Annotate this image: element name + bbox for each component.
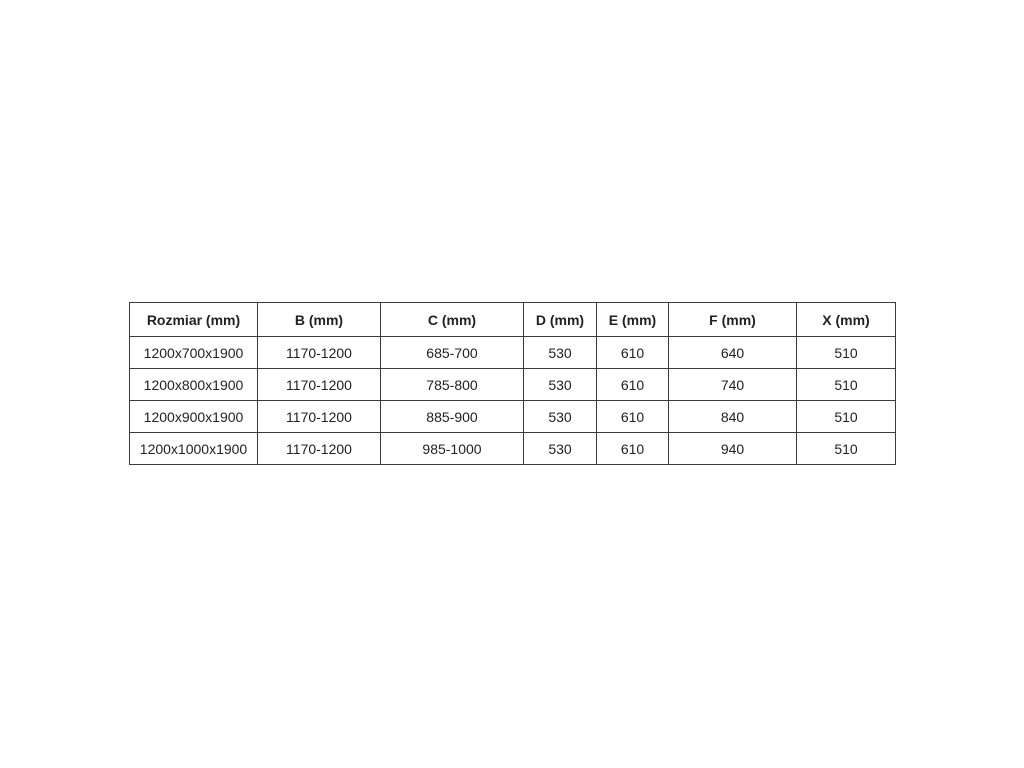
table-cell: 1170-1200 [257,368,381,401]
table-cell: 530 [523,336,597,369]
dimensions-table: Rozmiar (mm) B (mm) C (mm) D (mm) E (mm) F (m… [129,302,896,465]
column-header: C (mm) [380,302,524,337]
table-cell: 1170-1200 [257,400,381,433]
table-cell: 530 [523,400,597,433]
table-row: 1200x1000x1900 1170-1200 985-1000 530 610 940… [129,432,896,465]
table-cell: 1170-1200 [257,336,381,369]
table-cell: 1200x700x1900 [129,336,258,369]
column-header: E (mm) [596,302,669,337]
table-cell: 785-800 [380,368,524,401]
table-cell: 530 [523,368,597,401]
column-header: X (mm) [796,302,896,337]
table-cell: 640 [668,336,797,369]
column-header: B (mm) [257,302,381,337]
header-row: Rozmiar (mm) B (mm) C (mm) D (mm) E (mm) F (m… [129,302,896,337]
table-cell: 1200x900x1900 [129,400,258,433]
column-header: Rozmiar (mm) [129,302,258,337]
table-cell: 610 [596,400,669,433]
table-cell: 1170-1200 [257,432,381,465]
table-cell: 510 [796,432,896,465]
column-header: D (mm) [523,302,597,337]
table-cell: 885-900 [380,400,524,433]
table-cell: 610 [596,368,669,401]
table-cell: 530 [523,432,597,465]
table-cell: 840 [668,400,797,433]
table-cell: 510 [796,400,896,433]
table-cell: 610 [596,432,669,465]
table-cell: 685-700 [380,336,524,369]
table-cell: 510 [796,336,896,369]
table-cell: 1200x1000x1900 [129,432,258,465]
column-header: F (mm) [668,302,797,337]
table-cell: 985-1000 [380,432,524,465]
table-cell: 940 [668,432,797,465]
table-row: 1200x700x1900 1170-1200 685-700 530 610 640 51… [129,336,896,369]
table-cell: 740 [668,368,797,401]
table-cell: 510 [796,368,896,401]
table-cell: 1200x800x1900 [129,368,258,401]
table-row: 1200x800x1900 1170-1200 785-800 530 610 740 51… [129,368,896,401]
table-cell: 610 [596,336,669,369]
table-row: 1200x900x1900 1170-1200 885-900 530 610 840 51… [129,400,896,433]
